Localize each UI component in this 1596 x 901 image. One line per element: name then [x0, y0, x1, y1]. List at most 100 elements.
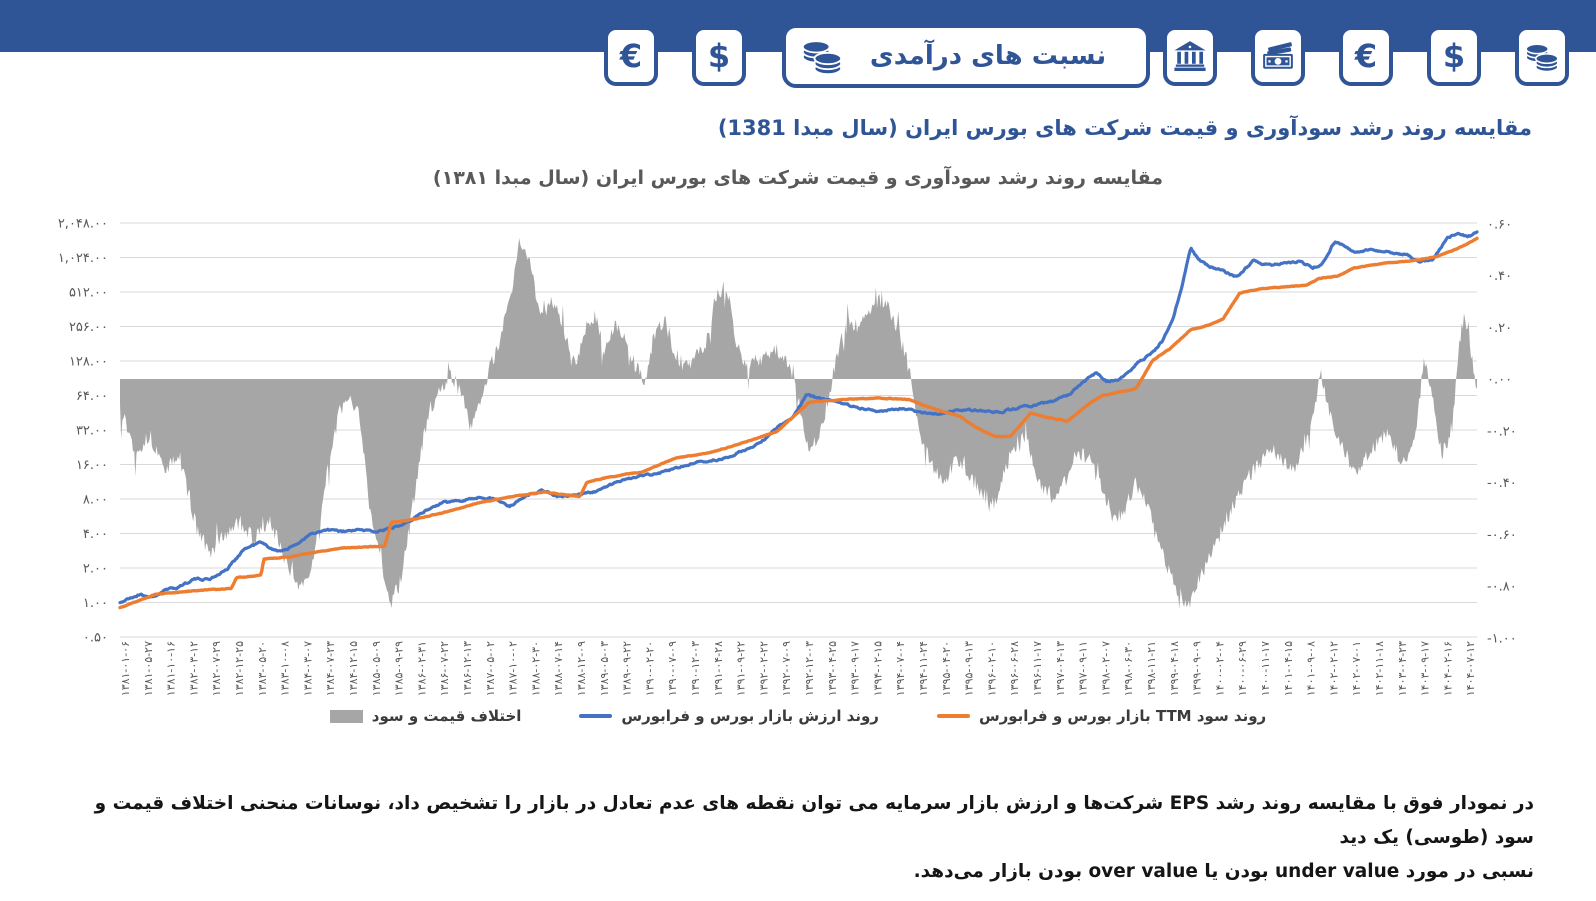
orange-line-swatch [936, 714, 970, 718]
y-left-label: ۲۵۶.۰۰ [69, 320, 108, 335]
x-axis-label: ۱۳۸۷-۱۰-۰۲ [507, 641, 520, 696]
header-button-dollar-right[interactable]: $ [1427, 26, 1481, 86]
y-right-label: ۰.۲۰ [1487, 321, 1512, 336]
x-axis-label: ۱۳۸۵-۰۵-۰۹ [370, 641, 383, 696]
legend-item-price-profit-diff: اختلاف قیمت و سود [329, 707, 521, 725]
x-axis-label: ۱۴۰۱-۰۹-۰۸ [1305, 641, 1318, 696]
x-axis-label: ۱۳۹۶-۰۲-۱۰ [985, 641, 998, 696]
x-axis-label: ۱۳۸۴-۰۷-۲۳ [324, 641, 337, 696]
header-button-euro-left[interactable]: € [604, 26, 658, 86]
x-axis-label: ۱۳۸۸-۱۲-۰۹ [575, 641, 588, 696]
y-right-label: -۰.۴۰ [1487, 476, 1517, 491]
euro-icon: € [619, 37, 643, 75]
y-left-label: ۲,۰۴۸.۰۰ [58, 217, 108, 232]
x-axis-label: ۱۳۸۳-۱۰-۰۸ [279, 641, 292, 696]
x-axis-label: ۱۳۹۳-۰۴-۲۵ [826, 641, 839, 696]
y-right-label: ۰.۴۰ [1487, 269, 1512, 284]
series-area-price-profit-diff [120, 238, 1477, 610]
footer-note: در نمودار فوق با مقایسه روند رشد EPS شرک… [0, 787, 1596, 889]
chart-legend: اختلاف قیمت و سود روند ارزش بازار بورس و… [0, 707, 1596, 725]
y-left-label: ۴.۰۰ [83, 527, 108, 542]
x-axis-label: ۱۳۹۴-۰۷-۰۴ [894, 641, 907, 696]
y-left-label: ۲.۰۰ [83, 562, 108, 577]
x-axis-label: ۱۳۹۴-۱۱-۲۴ [917, 641, 930, 696]
x-axis-label: ۱۳۸۵-۰۹-۲۹ [393, 641, 406, 696]
x-axis-label: ۱۳۹۲-۱۲-۰۳ [803, 641, 816, 696]
x-axis-label: ۱۳۸۴-۱۲-۱۵ [347, 641, 360, 696]
legend-item-ttm-profit: روند سود TTM بازار بورس و فرابورس [936, 707, 1267, 725]
x-axis-label: ۱۳۹۳-۰۹-۱۷ [849, 641, 862, 696]
footer-line-2: نسبی در مورد under value بودن یا over va… [913, 861, 1534, 882]
x-axis-label: ۱۴۰۰-۱۱-۱۷ [1259, 641, 1272, 696]
x-axis-label: ۱۳۹۲-۰۷-۰۹ [780, 641, 793, 696]
x-axis-label: ۱۴۰۴-۰۷-۱۲ [1464, 641, 1477, 696]
banknote-icon [1260, 39, 1296, 73]
x-axis-label: ۱۳۸۳-۰۵-۲۰ [256, 641, 269, 696]
x-axis-label: ۱۳۹۲-۰۲-۲۲ [757, 641, 770, 696]
y-right-label: -۱.۰۰ [1487, 631, 1517, 646]
x-axis-label: ۱۳۸۶-۱۲-۱۳ [461, 641, 474, 696]
x-axis-label: ۱۳۹۹-۰۴-۱۸ [1168, 641, 1181, 696]
coins-icon [1524, 40, 1560, 73]
y-right-label: -۰.۸۰ [1487, 580, 1517, 595]
legend-item-market-value: روند ارزش بازار بورس و فرابورس [579, 707, 879, 725]
x-axis-label: ۱۳۸۲-۰۷-۲۹ [210, 641, 223, 696]
x-axis-label: ۱۳۹۰-۱۲-۰۳ [689, 641, 702, 696]
coins-icon [800, 36, 844, 76]
x-axis-label: ۱۳۸۲-۱۲-۲۵ [233, 641, 246, 696]
legend-label-ttm-profit: روند سود TTM بازار بورس و فرابورس [978, 707, 1267, 725]
euro-icon: € [1354, 37, 1378, 75]
header-button-euro-right[interactable]: € [1339, 26, 1393, 86]
x-axis-label: ۱۳۹۵-۰۴-۲۰ [940, 641, 953, 696]
header-button-coins[interactable] [1515, 26, 1569, 86]
x-axis-label: ۱۳۸۸-۰۲-۳۰ [529, 641, 542, 696]
x-axis-label: ۱۳۸۲-۰۳-۱۲ [187, 641, 200, 696]
header-button-banknote[interactable] [1251, 26, 1305, 86]
y-left-label: ۸.۰۰ [83, 493, 108, 508]
bank-icon [1173, 39, 1207, 73]
x-axis-label: ۱۳۹۱-۰۴-۲۸ [712, 641, 725, 696]
header-button-bank[interactable] [1163, 26, 1217, 86]
x-axis-label: ۱۳۸۱-۰۱-۰۶ [119, 641, 132, 696]
gray-area-swatch [329, 709, 363, 723]
x-axis-label: ۱۴۰۰-۰۲-۰۴ [1213, 641, 1226, 696]
series-line-ttm-profit [118, 236, 1479, 610]
x-axis-label: ۱۳۸۱-۰۵-۲۷ [142, 641, 155, 696]
legend-label-market-value: روند ارزش بازار بورس و فرابورس [621, 707, 879, 725]
y-right-label: -۰.۲۰ [1487, 424, 1517, 439]
x-axis-label: ۱۳۹۸-۰۲-۰۷ [1099, 641, 1112, 696]
x-axis-label: ۱۳۹۱-۰۹-۲۲ [735, 641, 748, 696]
series-line-market-value [118, 230, 1479, 605]
header-button-dollar-left[interactable]: $ [692, 26, 746, 86]
tab-income-ratios[interactable]: نسبت های درآمدی [782, 24, 1150, 88]
page-title: مقایسه روند رشد سودآوری و قیمت شرکت های … [717, 116, 1532, 140]
x-axis-label: ۱۴۰۰-۰۶-۲۹ [1236, 641, 1249, 696]
x-axis-label: ۱۳۸۸-۰۷-۱۴ [552, 641, 565, 696]
x-axis-label: ۱۴۰۲-۰۲-۱۲ [1327, 641, 1340, 696]
x-axis-label: ۱۳۸۶-۰۲-۳۱ [415, 641, 428, 696]
y-right-label: ۰.۰۰ [1487, 373, 1512, 388]
x-axis-label: ۱۳۹۰-۰۲-۲۰ [643, 641, 656, 696]
x-axis-label: ۱۳۹۶-۰۶-۲۸ [1008, 641, 1021, 696]
x-axis-label: ۱۳۸۶-۰۷-۲۲ [438, 641, 451, 696]
x-axis-label: ۱۳۹۷-۰۹-۱۱ [1077, 641, 1090, 696]
y-left-label: ۱۶.۰۰ [76, 458, 108, 473]
x-axis-label: ۱۳۸۷-۰۵-۰۲ [484, 641, 497, 696]
y-right-label: ۰.۶۰ [1487, 217, 1512, 232]
x-axis-label: ۱۳۸۱-۱۰-۱۶ [165, 641, 178, 696]
blue-line-swatch [579, 714, 613, 718]
y-left-label: ۱۲۸.۰۰ [69, 355, 108, 370]
x-axis-label: ۱۳۹۵-۰۹-۱۳ [963, 641, 976, 696]
chart-title: مقایسه روند رشد سودآوری و قیمت شرکت های … [432, 167, 1164, 189]
x-axis-label: ۱۴۰۱-۰۴-۱۵ [1282, 641, 1295, 696]
x-axis-label: ۱۳۹۰-۰۷-۰۹ [666, 641, 679, 696]
y-left-label: ۵۱۲.۰۰ [69, 286, 108, 301]
x-axis-label: ۱۳۸۹-۰۵-۰۳ [598, 641, 611, 696]
x-axis-label: ۱۳۸۴-۰۳-۰۷ [301, 641, 314, 696]
x-axis-label: ۱۴۰۳-۰۹-۱۷ [1419, 641, 1432, 696]
y-left-label: ۰.۵۰ [83, 631, 108, 646]
y-left-label: ۳۲.۰۰ [76, 424, 108, 439]
x-axis-label: ۱۴۰۳-۰۴-۲۳ [1396, 641, 1409, 696]
y-right-label: -۰.۶۰ [1487, 528, 1517, 543]
